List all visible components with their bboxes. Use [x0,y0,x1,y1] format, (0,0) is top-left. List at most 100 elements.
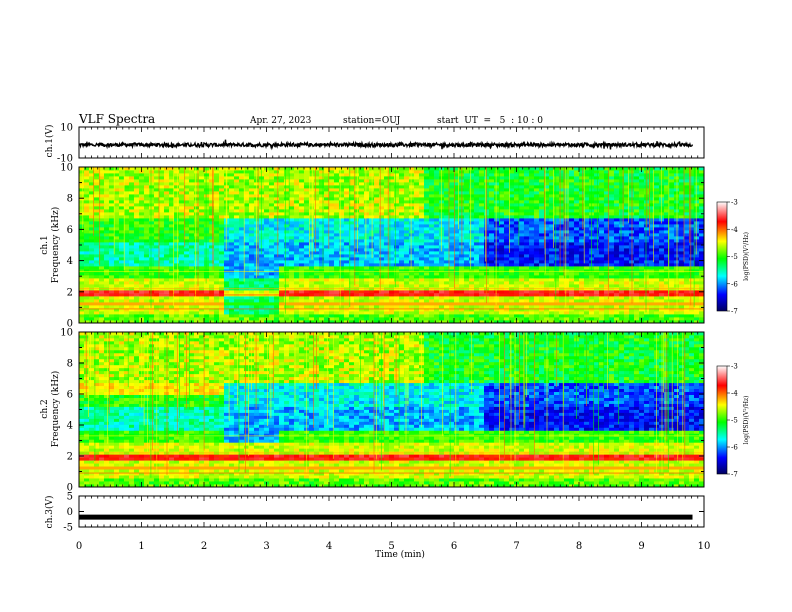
spectrogram-cell [499,266,505,270]
spectrogram-cell [404,272,410,276]
spectrogram-cell [549,263,555,267]
spectrogram-cell [284,272,290,276]
spectrogram-cell [494,209,500,213]
spectrogram-cell [474,305,480,309]
spectrogram-cell [394,191,400,195]
spectrogram-cell [324,200,330,204]
spectrogram-cell [159,242,165,246]
spectrogram-cell [294,284,300,288]
spectrogram-cell [444,275,450,279]
spectrogram-cell [359,245,365,249]
spectrogram-cell [399,275,405,279]
spectrogram-cell [224,320,230,324]
spectrogram-cell [354,203,360,207]
spectrogram-cell [534,191,540,195]
spectrogram-cell [264,191,270,195]
spectrogram-cell [334,200,340,204]
spectrogram-cell [519,197,525,201]
spectrogram-cell [124,227,130,231]
spectrogram-cell [244,242,250,246]
spectrogram-cell [479,191,485,195]
spectrogram-cell [449,197,455,201]
spectrogram-cell [284,221,290,225]
spectrogram-cell [539,284,545,288]
spectrogram-cell [514,215,520,219]
spectrogram-cell [519,311,525,315]
spectrogram-cell [494,296,500,300]
spectrogram-cell [514,299,520,303]
spectrogram-cell [254,314,260,318]
spectrogram-cell [244,206,250,210]
spectrogram-cell [199,209,205,213]
spectrogram-cell [369,233,375,237]
spectrogram-cell [294,227,300,231]
spectrogram-cell [504,311,510,315]
spectrogram-cell [239,179,245,183]
spectrogram-cell [484,305,490,309]
spectrogram-cell [369,197,375,201]
spectrogram-cell [434,263,440,267]
spectrogram-cell [474,248,480,252]
spectrogram-cell [429,200,435,204]
spectrogram-cell [464,266,470,270]
spectrogram-cell [84,260,90,264]
spectrogram-cell [479,269,485,273]
spectrogram-cell [394,311,400,315]
spectrogram-cell [509,221,515,225]
spectrogram-cell [389,194,395,198]
spectrogram-cell [509,236,515,240]
spectrogram-cell [289,206,295,210]
spectrogram-cell [469,200,475,204]
spectrogram-cell [399,266,405,270]
spectrogram-cell [214,170,220,174]
spectrogram-cell [414,281,420,285]
spectrogram-cell [469,305,475,309]
spectrogram-cell [404,239,410,243]
spectrogram-cell [99,203,105,207]
spectrogram-cell [89,209,95,213]
spectrogram-cell [194,308,200,312]
spectrogram-cell [399,206,405,210]
spectrogram-cell [139,314,145,318]
spectrogram-cell [119,212,125,216]
spectrogram-cell [369,227,375,231]
spectrogram-cell [139,233,145,237]
spectrogram-cell [144,206,150,210]
spectrogram-cell [109,269,115,273]
spectrogram-cell [289,185,295,189]
spectrogram-cell [534,224,540,228]
spectrogram-cell [154,227,160,231]
spectrogram-cell [514,296,520,300]
spectrogram-cell [244,224,250,228]
spectrogram-cell [374,281,380,285]
spectrogram-cell [314,179,320,183]
spectrogram-cell [484,317,490,321]
spectrogram-cell [269,221,275,225]
spectrogram-cell [359,203,365,207]
spectrogram-cell [164,269,170,273]
spectrogram-cell [499,230,505,234]
spectrogram-cell [279,281,285,285]
spectrogram-cell [374,317,380,321]
spectrogram-cell [359,251,365,255]
spectrogram-cell [314,281,320,285]
spectrogram-cell [169,167,175,171]
spectrogram-cell [479,305,485,309]
spectrogram-cell [499,308,505,312]
spectrogram-cell [279,203,285,207]
spectrogram-cell [169,263,175,267]
spectrogram-cell [89,215,95,219]
spectrogram-cell [404,188,410,192]
spectrogram-cell [364,191,370,195]
spectrogram-cell [299,305,305,309]
spectrogram-cell [139,200,145,204]
spectrogram-cell [489,311,495,315]
spectrogram-cell [309,314,315,318]
spectrogram-cell [234,212,240,216]
spectrogram-cell [504,308,510,312]
spectrogram-cell [374,308,380,312]
spectrogram-cell [529,317,535,321]
spectrogram-cell [114,170,120,174]
spectrogram-cell [539,176,545,180]
spectrogram-cell [204,317,210,321]
